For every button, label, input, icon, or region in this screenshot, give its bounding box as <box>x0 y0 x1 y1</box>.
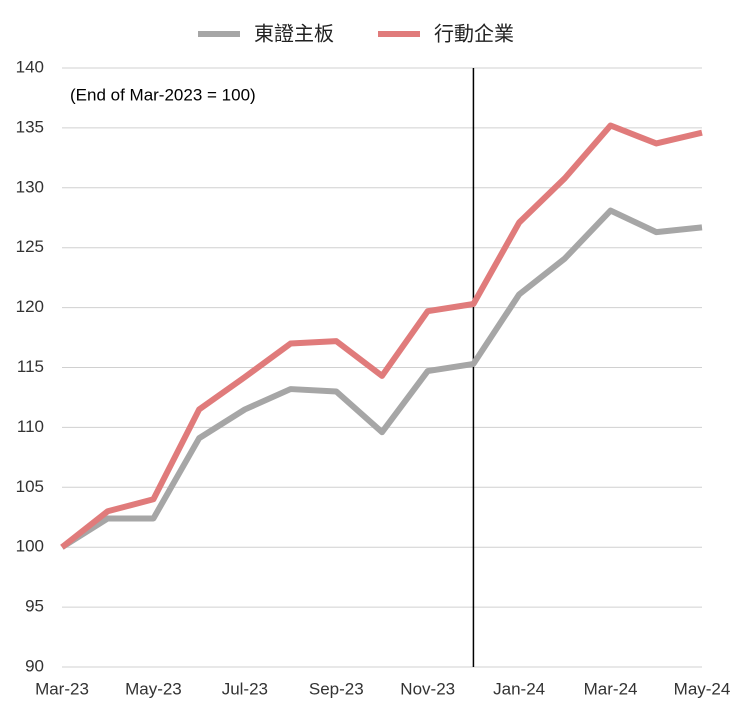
y-tick-label: 125 <box>16 237 44 256</box>
y-tick-label: 115 <box>17 357 44 376</box>
x-tick-label: Mar-24 <box>584 679 638 698</box>
y-tick-label: 130 <box>16 177 44 196</box>
y-tick-label: 105 <box>16 477 44 496</box>
legend-label: 行動企業 <box>434 22 514 45</box>
x-tick-label: Nov-23 <box>400 679 455 698</box>
y-tick-label: 135 <box>16 117 44 136</box>
annotation: (End of Mar-2023 = 100) <box>70 85 256 104</box>
y-tick-label: 120 <box>16 297 44 316</box>
x-tick-label: May-24 <box>674 679 731 698</box>
y-tick-label: 95 <box>25 597 44 616</box>
x-tick-label: Sep-23 <box>309 679 364 698</box>
series-line <box>60 122 703 550</box>
series-line <box>60 207 703 550</box>
y-tick-label: 100 <box>16 537 44 556</box>
x-tick-label: May-23 <box>125 679 182 698</box>
y-tick-label: 110 <box>17 417 44 436</box>
x-tick-label: Jan-24 <box>493 679 545 698</box>
x-tick-label: Jul-23 <box>222 679 268 698</box>
y-tick-label: 90 <box>25 656 44 675</box>
legend-label: 東證主板 <box>254 22 334 45</box>
x-tick-label: Mar-23 <box>35 679 89 698</box>
y-tick-label: 140 <box>16 57 44 76</box>
